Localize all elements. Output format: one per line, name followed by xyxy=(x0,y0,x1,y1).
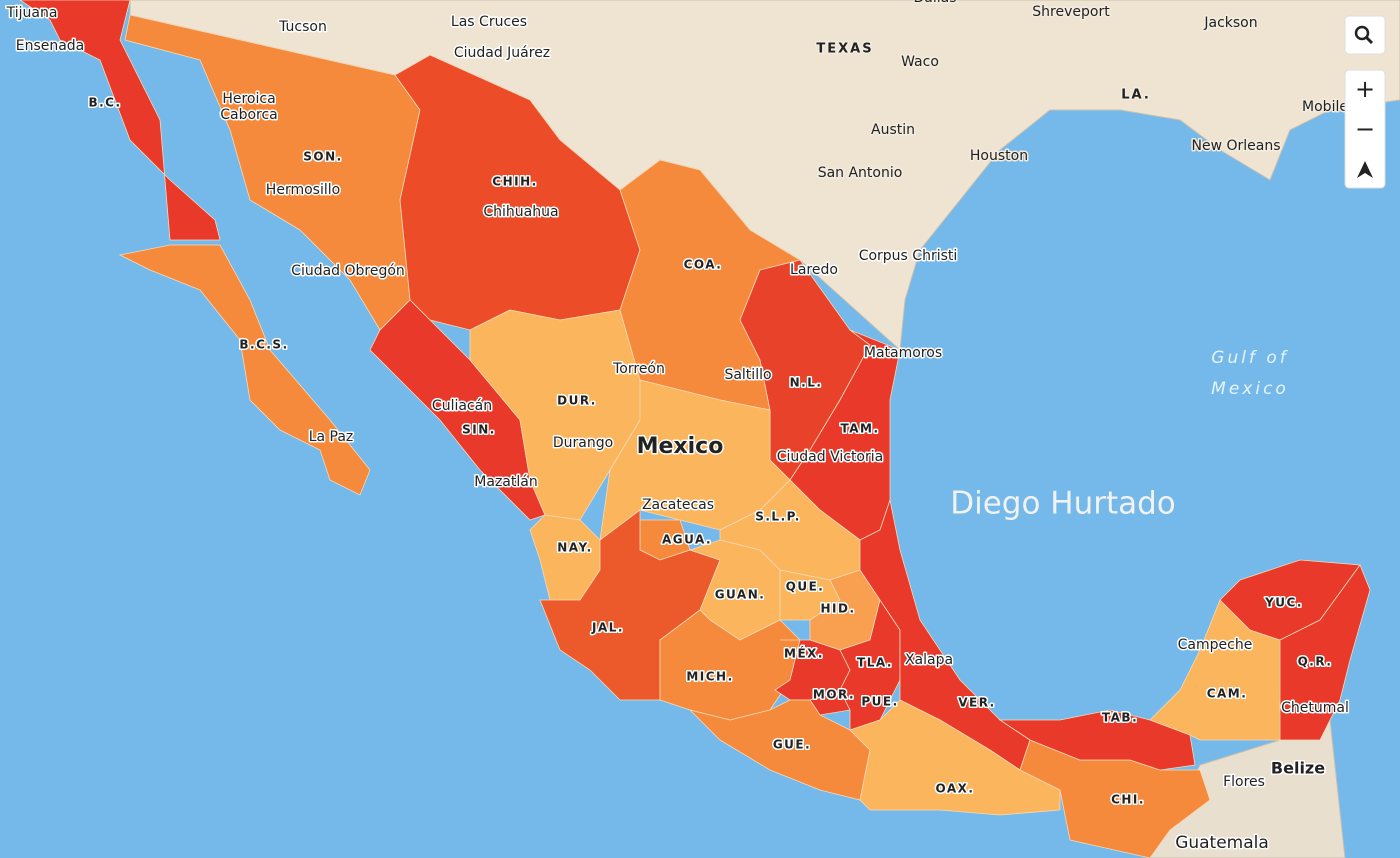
state-label: Q.R. xyxy=(1298,655,1333,669)
city-label: Jackson xyxy=(1203,15,1257,31)
state-label: YUC. xyxy=(1264,596,1303,610)
city-label: Ciudad Juárez xyxy=(454,45,550,61)
region-label: Guatemala xyxy=(1175,833,1269,853)
state-label: QUE. xyxy=(786,580,825,594)
state-label: TAB. xyxy=(1102,711,1138,725)
city-label: Ciudad Obregón xyxy=(291,263,405,279)
water-label: Gulf of xyxy=(1211,348,1288,368)
state-label: B.C.S. xyxy=(239,338,288,352)
states xyxy=(19,0,1371,858)
city-label: Laredo xyxy=(790,262,838,278)
city-label: Austin xyxy=(871,122,915,138)
state-label: DUR. xyxy=(557,394,597,408)
state-label: SON. xyxy=(303,150,342,164)
city-label: Mazatlán xyxy=(474,474,537,490)
state-label: TLA. xyxy=(857,656,893,670)
state-label: COA. xyxy=(684,258,723,272)
search-icon xyxy=(1354,25,1370,41)
labels: B.C. SON. CHIH. COA. B.C.S. DUR. SIN. N.L. TAM. S… xyxy=(4,0,1350,855)
state-label: JAL. xyxy=(591,621,624,635)
search-button[interactable] xyxy=(1344,15,1386,55)
watermark: Diego Hurtado xyxy=(950,486,1176,522)
city-label: Houston xyxy=(970,148,1028,164)
state-area xyxy=(1279,564,1371,741)
city-label: Mobile xyxy=(1302,99,1348,115)
state-area xyxy=(849,699,1061,816)
city-label: New Orleans xyxy=(1191,138,1280,154)
state-label: N.L. xyxy=(790,376,823,390)
state-area xyxy=(19,0,221,241)
state-label: MICH. xyxy=(686,670,733,684)
city-label: Culiacán xyxy=(432,398,492,414)
state-label: NAY. xyxy=(557,541,592,555)
city-label: Corpus Christi xyxy=(859,248,958,264)
state-area xyxy=(1019,739,1211,858)
zoom-panel xyxy=(1344,69,1386,189)
city-label: Flores xyxy=(1223,774,1265,790)
city-label: Tucson xyxy=(278,19,327,35)
city-label: Tijuana xyxy=(6,5,58,21)
region-label: LA. xyxy=(1121,88,1151,103)
state-label: HID. xyxy=(820,602,855,616)
country-label: Mexico xyxy=(637,434,724,459)
city-label: Chihuahua xyxy=(483,204,558,220)
city-label: Matamoros xyxy=(864,345,942,361)
city-label: Caborca xyxy=(220,107,278,123)
city-label: La Paz xyxy=(309,429,354,445)
state-label: AGUA. xyxy=(662,533,712,547)
state-area xyxy=(118,244,371,496)
city-label: Torreón xyxy=(612,361,665,377)
city-label: Xalapa xyxy=(905,652,953,668)
city-label: Durango xyxy=(553,435,613,451)
state-label: MÉX. xyxy=(784,646,824,661)
city-label: Las Cruces xyxy=(451,14,527,30)
search-icon xyxy=(1364,35,1374,45)
state-label: SIN. xyxy=(462,423,496,437)
zoom-out[interactable]: − xyxy=(1355,115,1375,143)
city-label: Saltillo xyxy=(724,367,771,383)
city-label: Zacatecas xyxy=(642,497,714,513)
city-label: Dallas xyxy=(913,0,956,6)
city-label: Waco xyxy=(901,54,939,70)
city-label: Hermosillo xyxy=(266,182,340,198)
search-button-bg[interactable] xyxy=(1344,15,1386,55)
state-label: B.C. xyxy=(88,96,121,110)
city-label: Ensenada xyxy=(16,38,85,54)
city-label: Shreveport xyxy=(1032,4,1110,20)
city-label: Campeche xyxy=(1178,637,1253,653)
state-label: GUE. xyxy=(773,738,811,752)
state-label: OAX. xyxy=(936,782,975,796)
state-label: CHI. xyxy=(1111,793,1145,807)
state-label: MOR. xyxy=(813,688,855,702)
state-label: S.L.P. xyxy=(755,510,801,524)
city-label: San Antonio xyxy=(818,165,903,181)
state-label: PUE. xyxy=(861,695,898,709)
state-label: GUAN. xyxy=(715,588,766,602)
city-label: Chetumal xyxy=(1281,700,1349,716)
state-area xyxy=(599,379,791,541)
region-label: TEXAS xyxy=(816,42,873,57)
city-label: Ciudad Victoria xyxy=(777,449,883,465)
state-label: CAM. xyxy=(1207,687,1248,701)
state-label: CHIH. xyxy=(492,175,537,189)
city-label: Heroica xyxy=(222,91,275,107)
water-label: Mexico xyxy=(1211,379,1289,399)
compass[interactable] xyxy=(1357,161,1373,178)
zoom-in[interactable]: + xyxy=(1355,75,1375,103)
state-label: TAM. xyxy=(840,422,879,436)
state-label: VER. xyxy=(958,696,996,710)
region-label: Belize xyxy=(1271,759,1325,778)
